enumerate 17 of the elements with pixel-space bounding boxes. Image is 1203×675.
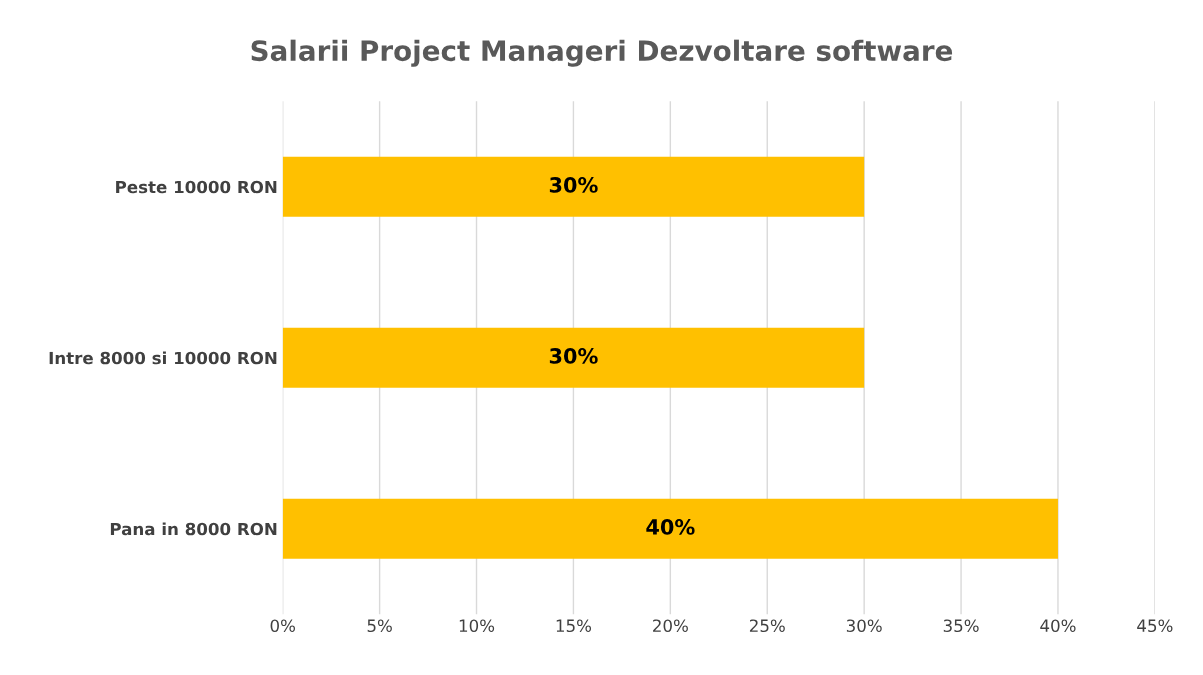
x-tick-label: 35% <box>943 619 979 633</box>
x-tick-label: 20% <box>653 619 688 633</box>
x-tick-label: 25% <box>749 619 785 633</box>
chart-title: Salarii Project Manageri Dezvoltare software <box>251 39 953 67</box>
x-tick-label: 30% <box>846 619 882 633</box>
x-tick-label: 15% <box>556 619 592 633</box>
x-tick-label: 45% <box>1137 619 1173 633</box>
data-label: 30% <box>549 177 598 193</box>
data-label: 40% <box>646 519 695 535</box>
x-tick-label: 40% <box>1040 619 1076 633</box>
y-tick-label: Pana in 8000 RON <box>110 522 277 536</box>
data-label: 30% <box>549 348 598 364</box>
y-tick-label: Peste 10000 RON <box>116 180 277 194</box>
x-tick-label: 10% <box>459 619 495 633</box>
x-tick-label: 5% <box>367 619 392 633</box>
y-tick-label: Intre 8000 si 10000 RON <box>49 351 277 365</box>
x-tick-label: 0% <box>270 619 296 633</box>
